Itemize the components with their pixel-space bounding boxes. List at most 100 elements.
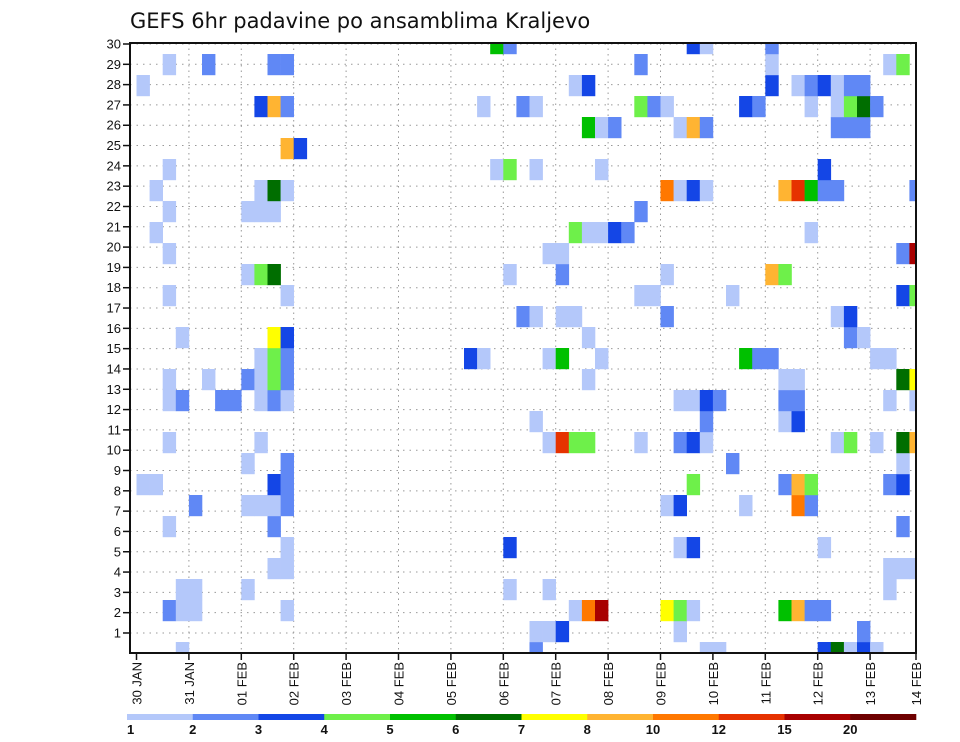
heatmap-cell: [647, 285, 661, 307]
heatmap-cell: [228, 390, 242, 412]
heatmap-cell: [280, 327, 294, 349]
heatmap-cell: [162, 369, 177, 391]
heatmap-cell: [699, 642, 714, 653]
heatmap-cell: [267, 327, 281, 349]
heatmap-cell: [843, 306, 858, 328]
heatmap-cell: [568, 432, 583, 454]
heatmap-cell: [542, 621, 556, 643]
heatmap-cell: [896, 474, 910, 496]
x-tick-label: 12 FEB: [811, 662, 826, 705]
y-tick-label: 21: [107, 219, 121, 234]
heatmap-cell: [857, 96, 871, 118]
heatmap-cell: [162, 159, 177, 181]
heatmap-cell: [909, 369, 916, 391]
heatmap-cell: [883, 579, 897, 601]
heatmap-cell: [909, 432, 916, 454]
heatmap-cell: [503, 537, 517, 559]
legend-color-box: [258, 714, 325, 720]
x-tick-label: 31 JAN: [182, 662, 197, 705]
heatmap-cell: [883, 474, 897, 496]
heatmap-cell: [215, 390, 229, 412]
heatmap-cell: [241, 495, 255, 517]
heatmap-cell: [752, 348, 766, 370]
heatmap-cell: [686, 600, 701, 622]
heatmap-cell: [254, 348, 268, 370]
heatmap-cells: [136, 43, 916, 653]
x-tick-label: 10 FEB: [706, 662, 721, 705]
y-tick-label: 26: [107, 118, 121, 133]
heatmap-cell: [529, 159, 543, 181]
heatmap-cell: [254, 390, 268, 412]
heatmap-cell: [686, 390, 701, 412]
heatmap-cell: [568, 600, 583, 622]
heatmap-cell: [817, 537, 832, 559]
heatmap-cell: [555, 306, 570, 328]
y-tick-label: 22: [107, 199, 121, 214]
heatmap-cell: [870, 432, 884, 454]
heatmap-cell: [202, 54, 216, 76]
heatmap-cell: [503, 43, 517, 55]
heatmap-cell: [267, 516, 281, 538]
heatmap-cell: [241, 264, 255, 286]
heatmap-cell: [830, 180, 845, 202]
x-tick-label: 06 FEB: [496, 662, 511, 705]
heatmap-cell: [726, 453, 740, 475]
heatmap-cell: [490, 43, 504, 55]
heatmap-cell: [595, 159, 609, 181]
heatmap-cell: [830, 432, 845, 454]
heatmap-cell: [791, 369, 805, 391]
heatmap-cell: [477, 348, 491, 370]
heatmap-cell: [857, 327, 871, 349]
heatmap-cell: [280, 495, 294, 517]
heatmap-cell: [673, 537, 687, 559]
y-axis: 1234567891011121314151617181920212223242…: [107, 37, 130, 640]
heatmap-cell: [634, 432, 648, 454]
heatmap-cell: [581, 369, 596, 391]
heatmap-cell: [188, 600, 203, 622]
y-tick-label: 11: [108, 422, 122, 437]
heatmap-cell: [778, 474, 792, 496]
y-tick-label: 30: [107, 37, 121, 52]
heatmap-cell: [608, 222, 622, 244]
heatmap-cell: [542, 432, 556, 454]
y-tick-label: 1: [114, 625, 121, 640]
y-tick-label: 16: [107, 321, 121, 336]
x-tick-label: 05 FEB: [444, 662, 459, 705]
heatmap-cell: [267, 474, 281, 496]
heatmap-cell: [673, 495, 687, 517]
chart-title: GEFS 6hr padavine po ansamblima Kraljevo: [130, 9, 590, 33]
heatmap-cell: [280, 537, 294, 559]
heatmap-cell: [581, 327, 596, 349]
heatmap-cell: [817, 159, 832, 181]
heatmap-cell: [909, 180, 916, 202]
heatmap-cell: [490, 159, 504, 181]
legend-label: 10: [646, 722, 660, 737]
heatmap-cell: [267, 369, 281, 391]
y-tick-label: 17: [107, 301, 121, 316]
heatmap-cell: [555, 264, 570, 286]
heatmap-cell: [555, 243, 570, 265]
heatmap-cell: [529, 96, 543, 118]
heatmap-cell: [883, 348, 897, 370]
heatmap-cell: [686, 117, 701, 139]
heatmap-cell: [791, 474, 805, 496]
heatmap-cell: [896, 516, 910, 538]
heatmap-cell: [830, 75, 845, 97]
heatmap-cell: [267, 348, 281, 370]
legend-color-box: [192, 714, 259, 720]
heatmap-cell: [699, 117, 714, 139]
heatmap-cell: [778, 411, 792, 433]
heatmap-cell: [673, 432, 687, 454]
heatmap-cell: [241, 453, 255, 475]
heatmap-cell: [791, 411, 805, 433]
heatmap-cell: [568, 222, 583, 244]
y-tick-label: 13: [107, 382, 121, 397]
heatmap-cell: [581, 117, 596, 139]
heatmap-cell: [712, 642, 727, 653]
heatmap-cell: [555, 621, 570, 643]
heatmap-cell: [896, 54, 910, 76]
heatmap-cell: [870, 642, 884, 653]
heatmap-cell: [267, 495, 281, 517]
heatmap-cell: [529, 411, 543, 433]
heatmap-cell: [529, 642, 543, 653]
